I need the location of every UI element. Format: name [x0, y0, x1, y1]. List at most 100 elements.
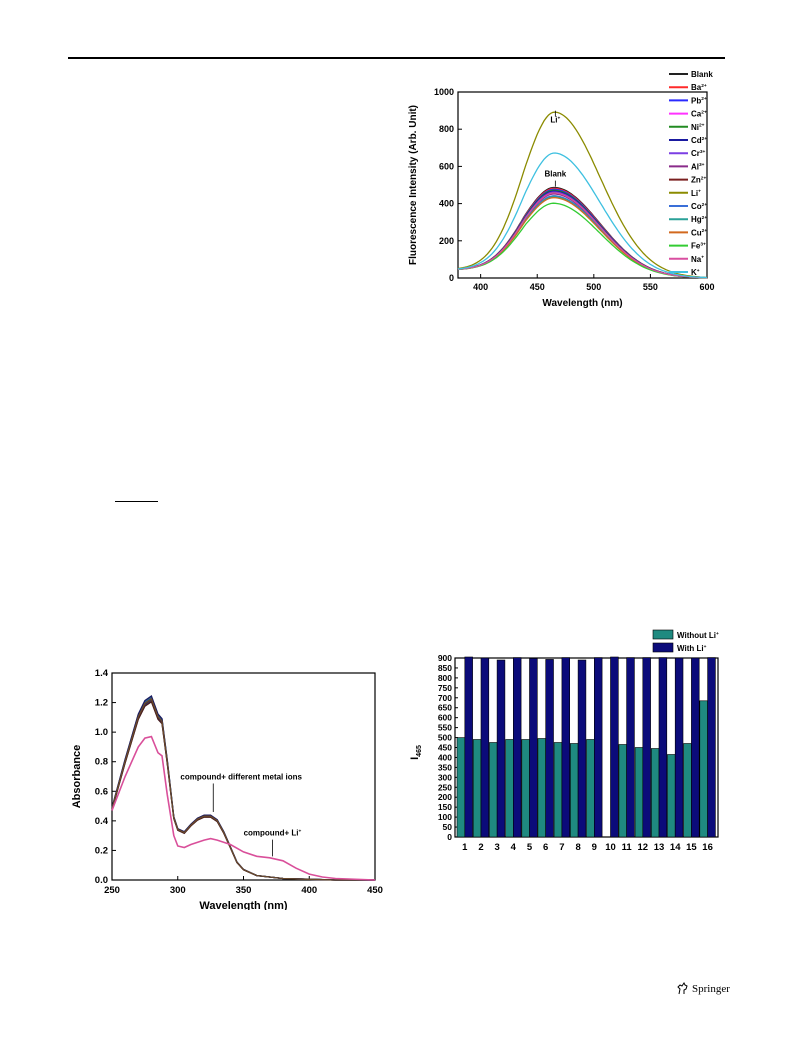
y-tick-label: 150: [438, 802, 452, 812]
bar-without-li: [456, 737, 466, 838]
y-tick-label: 0: [447, 832, 452, 842]
y-tick-label: 1.0: [95, 727, 108, 738]
bar-without-li: [570, 743, 579, 838]
legend-swatch: [652, 629, 674, 640]
x-tick-label: 16: [702, 842, 713, 853]
x-tick-label: 550: [643, 282, 658, 292]
legend-entry: Cu2+: [691, 228, 707, 237]
y-tick-label: 900: [438, 653, 452, 663]
absorbance-line-metal-ions: [111, 700, 375, 881]
absorbance-line-li: [111, 735, 376, 881]
bar-without-li: [618, 744, 627, 838]
annotation-label: Blank: [544, 170, 566, 179]
text-separator-rule: [115, 501, 158, 502]
y-tick-label: 800: [439, 124, 454, 134]
bar-with-li: [496, 659, 506, 838]
y-tick-label: 350: [438, 762, 452, 772]
bar-without-li: [505, 739, 514, 838]
bar-without-li: [553, 742, 563, 838]
bar-with-li: [577, 659, 587, 838]
legend-entry: Blank: [691, 70, 713, 79]
x-tick-label: 6: [543, 842, 548, 853]
series-line-fe: [457, 202, 707, 279]
y-axis-label: Absorbance: [71, 745, 83, 809]
x-tick-label: 9: [592, 842, 597, 853]
y-tick-label: 600: [438, 713, 452, 723]
bar-without-li: [521, 739, 530, 838]
x-tick-label: 350: [236, 885, 252, 896]
legend-entry: Ba2+: [691, 83, 707, 92]
bar-without-li: [683, 743, 692, 838]
legend-entry: K+: [691, 268, 700, 277]
bar-without-li: [489, 742, 498, 838]
fluorescence-spectra-chart: 400 450 500 550 600 0 200 400 600 800 1000 Waveleng…: [408, 70, 715, 309]
intensity-bar-chart: 0501001502002503003504004505005506006507…: [409, 629, 719, 853]
y-tick-label: 550: [438, 723, 452, 733]
legend-entry: Li+: [691, 189, 701, 198]
x-tick-label: 13: [654, 842, 665, 853]
x-axis-label: Wavelength (nm): [542, 298, 622, 309]
x-tick-label: 10: [605, 842, 616, 853]
y-tick-label: 700: [438, 693, 452, 703]
bar-with-li: [642, 657, 651, 838]
bar-without-li: [699, 700, 708, 838]
bar-with-li: [674, 657, 684, 838]
y-tick-label: 200: [439, 236, 454, 246]
bar-with-li: [464, 656, 473, 838]
legend-entry: Al3+: [691, 162, 705, 171]
x-tick-label: 8: [575, 842, 580, 853]
x-tick-label: 500: [586, 282, 601, 292]
bar-without-li: [634, 747, 644, 838]
x-tick-label: 14: [670, 842, 681, 853]
bar-with-li: [513, 657, 522, 838]
bar-without-li: [586, 739, 595, 838]
x-tick-label: 600: [699, 282, 714, 292]
x-tick-label: 400: [301, 885, 317, 896]
bar-with-li: [658, 657, 668, 838]
footer-publisher: Springer: [676, 982, 730, 995]
y-tick-label: 400: [439, 199, 454, 209]
y-tick-label: 850: [438, 663, 452, 673]
y-tick-label: 0.6: [95, 786, 108, 797]
y-tick-label: 200: [438, 792, 452, 802]
annotation-metal-ions: compound+ different metal ions: [180, 772, 302, 781]
y-tick-label: 750: [438, 683, 452, 693]
series-line-k: [457, 152, 708, 279]
x-tick-label: 11: [622, 842, 633, 853]
y-tick-label: 800: [438, 673, 452, 683]
x-tick-label: 12: [638, 842, 649, 853]
absorbance-line-metal-ions: [111, 700, 375, 881]
series-line-na: [457, 192, 708, 279]
bar-with-li: [691, 657, 700, 838]
y-tick-label: 0.8: [95, 757, 108, 768]
legend-entry: Na+: [691, 255, 704, 264]
x-tick-label: 450: [530, 282, 545, 292]
y-tick-label: 1000: [434, 87, 454, 97]
y-tick-label: 100: [438, 812, 452, 822]
bar-with-li: [610, 656, 619, 838]
bar-with-li: [594, 657, 603, 838]
y-tick-label: 50: [443, 822, 453, 832]
y-tick-label: 300: [438, 772, 452, 782]
absorbance-line-metal-ions: [111, 698, 375, 881]
bar-with-li: [529, 658, 538, 838]
legend-swatch: [652, 642, 674, 653]
legend-entry: Cr3+: [691, 149, 706, 158]
x-tick-label: 400: [473, 282, 488, 292]
y-tick-label: 250: [438, 782, 452, 792]
annotation-li: compound+ Li+: [244, 829, 302, 838]
x-tick-label: 5: [527, 842, 533, 853]
bar-with-li: [480, 657, 490, 838]
legend-entry: Cd2+: [691, 136, 707, 145]
legend-entry: Zn2+: [691, 175, 706, 184]
x-tick-label: 7: [559, 842, 564, 853]
plot-frame: [457, 91, 708, 279]
y-tick-label: 1.4: [95, 668, 109, 679]
legend-entry: Co2+: [691, 202, 707, 211]
legend-entry: Without Li+: [677, 631, 719, 640]
springer-horse-icon: [676, 982, 689, 995]
y-tick-label: 1.2: [95, 698, 108, 709]
x-tick-label: 4: [511, 842, 517, 853]
x-tick-label: 450: [367, 885, 383, 896]
y-axis-label: I465: [409, 745, 423, 760]
